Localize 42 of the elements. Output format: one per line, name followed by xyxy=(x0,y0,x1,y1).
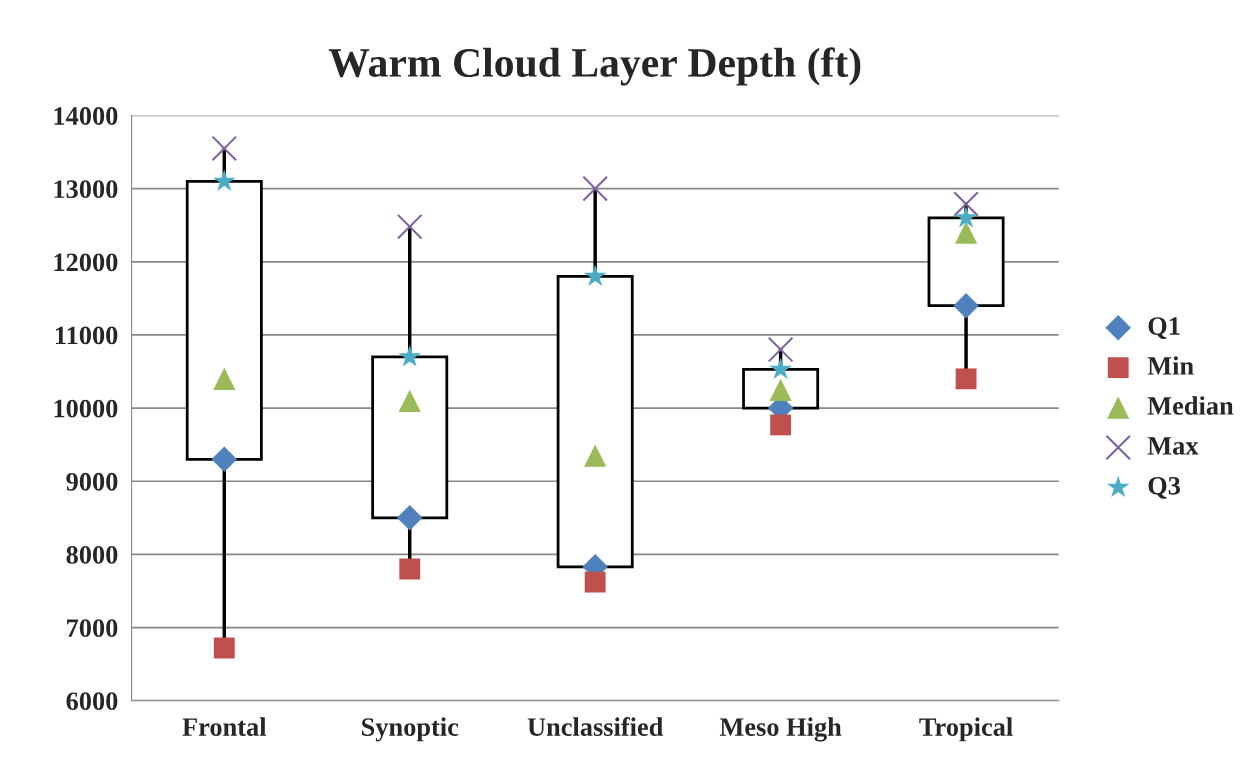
legend-label: Q1 xyxy=(1148,317,1180,339)
point xyxy=(953,191,979,217)
legend-label: Q3 xyxy=(1148,476,1181,499)
point xyxy=(213,169,236,191)
y-tick-label: 7000 xyxy=(67,619,118,637)
legend-label: Min xyxy=(1147,356,1194,375)
y-tick-label: 10000 xyxy=(54,399,118,418)
y-tick-label: 11000 xyxy=(55,326,118,345)
point xyxy=(770,414,792,436)
point xyxy=(954,206,978,228)
point xyxy=(584,444,607,467)
point xyxy=(396,213,423,240)
point xyxy=(954,221,978,244)
chart-title: Warm Cloud Layer Depth (ft) xyxy=(328,47,861,86)
legend-label: Median xyxy=(1147,396,1234,415)
point xyxy=(767,336,794,363)
y-tick-label: 6000 xyxy=(66,692,118,711)
y-tick-label: 9000 xyxy=(66,472,118,491)
point xyxy=(213,637,235,659)
point xyxy=(211,446,238,473)
x-tick-label: Tropical xyxy=(919,717,1013,742)
point xyxy=(583,264,607,286)
point xyxy=(213,367,236,390)
y-tick-label: 14000 xyxy=(54,107,118,125)
legend-label: Max xyxy=(1147,437,1199,455)
point xyxy=(582,175,609,202)
y-tick-label: 8000 xyxy=(66,546,118,564)
x-tick-label: Unclassified xyxy=(527,717,664,736)
point xyxy=(769,357,792,379)
point xyxy=(584,571,606,593)
point xyxy=(955,368,977,390)
point xyxy=(953,292,979,319)
point xyxy=(399,558,421,580)
point xyxy=(398,345,421,367)
y-tick-label: 12000 xyxy=(54,253,118,272)
point xyxy=(398,389,421,412)
x-tick-label: Meso High xyxy=(719,717,842,742)
x-tick-label: Synoptic xyxy=(362,717,459,742)
y-tick-label: 13000 xyxy=(54,180,118,199)
point xyxy=(396,505,423,531)
point xyxy=(211,135,238,162)
x-tick-label: Frontal xyxy=(182,717,267,736)
